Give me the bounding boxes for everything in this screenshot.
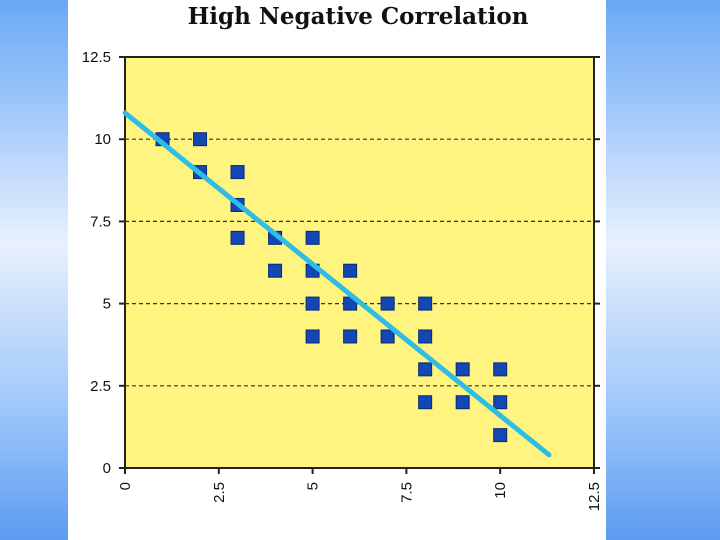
- plot-area: [124, 56, 595, 469]
- data-point: [493, 362, 508, 377]
- data-point: [193, 132, 208, 147]
- slide-background-left: [0, 0, 68, 540]
- data-point: [455, 395, 470, 410]
- y-tick-label: 0: [103, 460, 111, 477]
- y-tick-label: 10: [94, 131, 111, 148]
- x-tick-label: 12.5: [586, 482, 603, 511]
- data-point: [493, 395, 508, 410]
- data-point: [455, 362, 470, 377]
- data-point: [343, 329, 358, 344]
- data-point: [493, 428, 508, 443]
- y-tick-label: 12.5: [82, 49, 111, 66]
- data-point: [268, 263, 283, 278]
- data-point: [418, 395, 433, 410]
- y-tick-label: 5: [103, 296, 111, 313]
- data-point: [418, 296, 433, 311]
- data-point: [305, 329, 320, 344]
- slide-background-right: [606, 0, 720, 540]
- data-point: [305, 296, 320, 311]
- data-point: [230, 230, 245, 245]
- data-point: [418, 362, 433, 377]
- trend-line: [122, 110, 552, 458]
- x-tick-label: 10: [492, 482, 509, 499]
- x-tick-label: 0: [117, 482, 134, 490]
- x-tick-label: 2.5: [211, 482, 228, 503]
- data-point: [380, 329, 395, 344]
- chart-title: High Negative Correlation: [188, 3, 529, 30]
- x-tick-label: 5: [305, 482, 322, 490]
- x-tick-label: 7.5: [398, 482, 415, 503]
- y-tick-label: 7.5: [90, 213, 111, 230]
- data-point: [418, 329, 433, 344]
- data-point: [380, 296, 395, 311]
- data-point: [230, 165, 245, 180]
- data-point: [305, 230, 320, 245]
- y-tick-label: 2.5: [90, 378, 111, 395]
- data-point: [343, 263, 358, 278]
